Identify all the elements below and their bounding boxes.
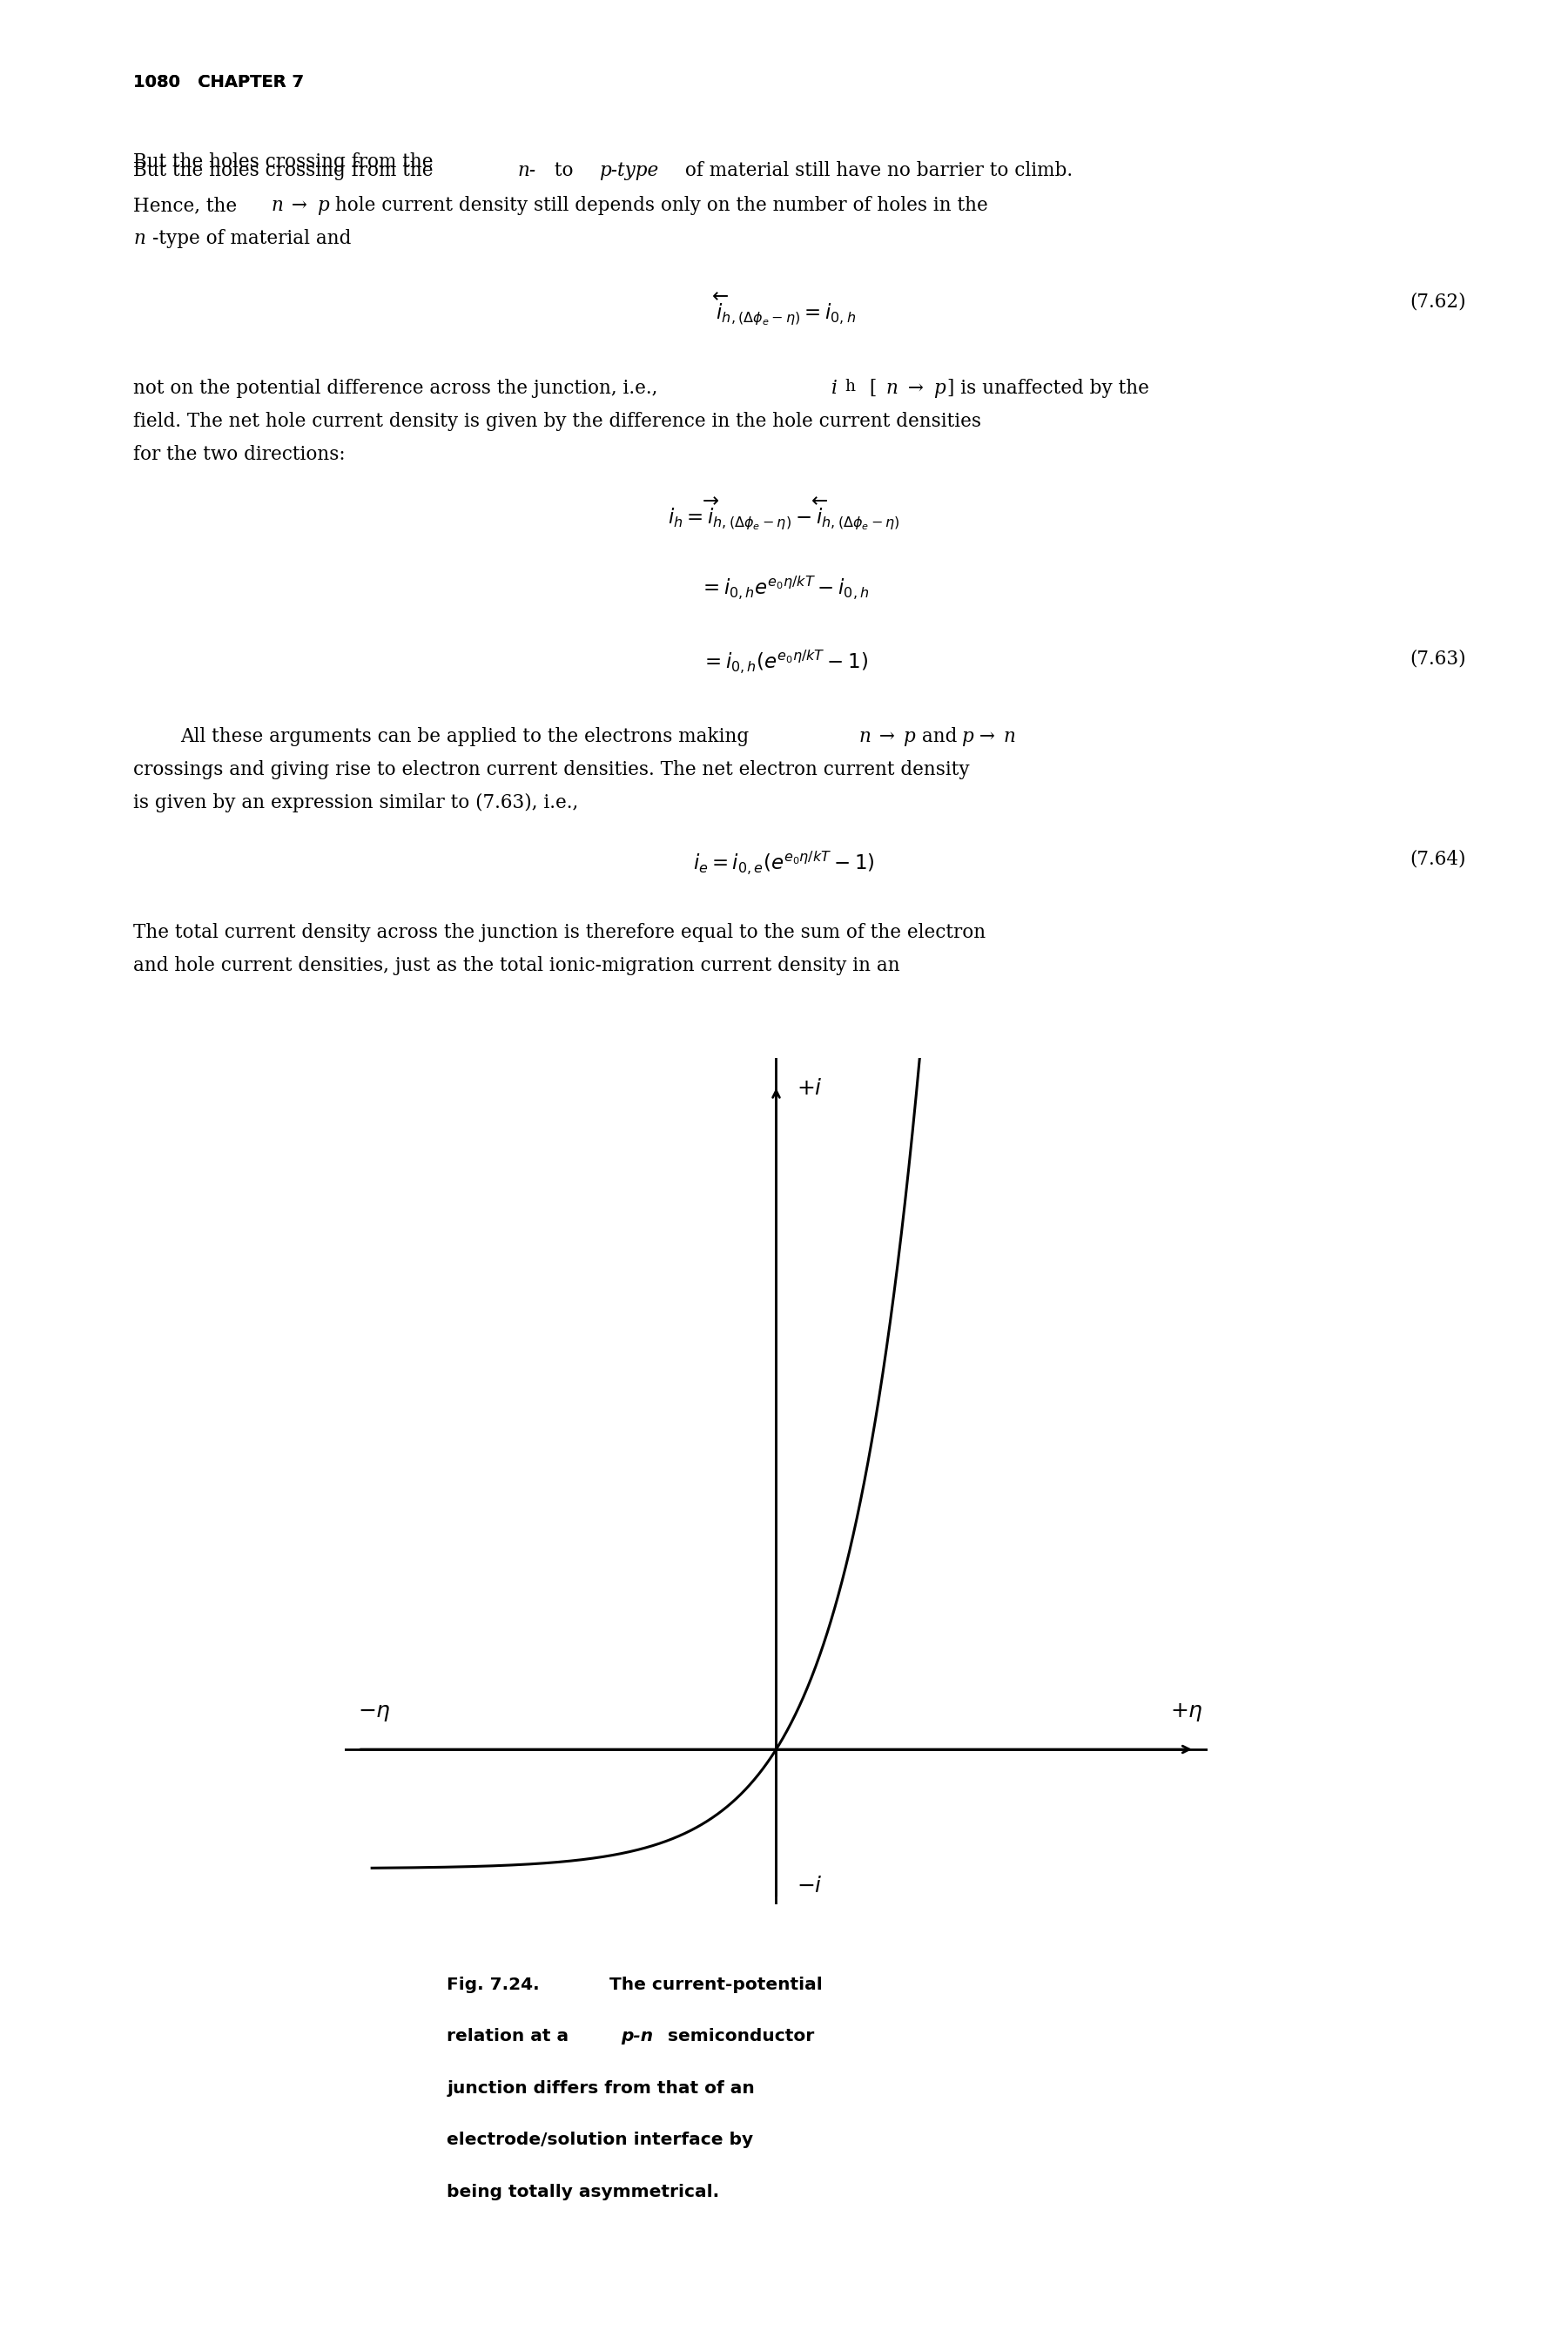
Text: →: → xyxy=(873,726,902,745)
Text: $+\eta$: $+\eta$ xyxy=(1170,1702,1203,1723)
Text: $i_e = i_{0,e}(e^{e_0\eta/kT} - 1)$: $i_e = i_{0,e}(e^{e_0\eta/kT} - 1)$ xyxy=(693,849,875,877)
Text: Fig. 7.24.: Fig. 7.24. xyxy=(447,1977,539,1994)
Text: for the two directions:: for the two directions: xyxy=(133,444,345,463)
Text: $-\eta$: $-\eta$ xyxy=(358,1702,390,1723)
Text: semiconductor: semiconductor xyxy=(662,2029,814,2045)
Text: p-n: p-n xyxy=(621,2029,654,2045)
Text: All these arguments can be applied to the electrons making: All these arguments can be applied to th… xyxy=(180,726,756,745)
Text: $+i$: $+i$ xyxy=(797,1079,822,1098)
Text: to: to xyxy=(549,162,580,181)
Text: being totally asymmetrical.: being totally asymmetrical. xyxy=(447,2184,720,2201)
Text: n: n xyxy=(886,379,898,397)
Text: relation at a: relation at a xyxy=(447,2029,575,2045)
Text: n: n xyxy=(859,726,872,745)
Text: $= i_{0,h}(e^{e_0\eta/kT} - 1)$: $= i_{0,h}(e^{e_0\eta/kT} - 1)$ xyxy=(701,649,867,677)
Text: (7.62): (7.62) xyxy=(1410,292,1466,310)
Text: Hence, the: Hence, the xyxy=(133,195,243,214)
Text: i: i xyxy=(831,379,837,397)
Text: p: p xyxy=(933,379,946,397)
Text: $-i$: $-i$ xyxy=(797,1876,822,1897)
Text: →: → xyxy=(974,726,1002,745)
Text: →: → xyxy=(902,379,930,397)
Text: p-type: p-type xyxy=(599,162,659,181)
Text: n: n xyxy=(271,195,284,214)
Text: The current-potential: The current-potential xyxy=(597,1977,823,1994)
Text: of material still have no barrier to climb.: of material still have no barrier to cli… xyxy=(679,162,1073,181)
Text: [: [ xyxy=(864,379,877,397)
Text: p: p xyxy=(317,195,329,214)
Text: 1080   CHAPTER 7: 1080 CHAPTER 7 xyxy=(133,73,304,92)
Text: n-: n- xyxy=(517,162,536,181)
Text: ] is unaffected by the: ] is unaffected by the xyxy=(947,379,1149,397)
Text: -type of material and: -type of material and xyxy=(152,228,351,249)
Text: But the holes crossing from the: But the holes crossing from the xyxy=(133,153,439,172)
Text: and: and xyxy=(916,726,963,745)
Text: n: n xyxy=(1004,726,1016,745)
Text: h: h xyxy=(845,379,856,395)
Text: $\overleftarrow{i}_{h,(\Delta\phi_e-\eta)} = i_{0,h}$: $\overleftarrow{i}_{h,(\Delta\phi_e-\eta… xyxy=(712,292,856,327)
Text: (7.63): (7.63) xyxy=(1410,649,1466,668)
Text: (7.64): (7.64) xyxy=(1410,849,1466,868)
Text: But the holes crossing from the: But the holes crossing from the xyxy=(133,162,439,181)
Text: electrode/solution interface by: electrode/solution interface by xyxy=(447,2132,754,2149)
Text: is given by an expression similar to (7.63), i.e.,: is given by an expression similar to (7.… xyxy=(133,792,579,813)
Text: p: p xyxy=(961,726,974,745)
Text: n: n xyxy=(133,228,146,249)
Text: 1080   CHAPTER 7: 1080 CHAPTER 7 xyxy=(133,73,304,92)
Text: $= i_{0,h}e^{e_0\eta/kT} - i_{0,h}$: $= i_{0,h}e^{e_0\eta/kT} - i_{0,h}$ xyxy=(699,574,869,602)
Text: The total current density across the junction is therefore equal to the sum of t: The total current density across the jun… xyxy=(133,924,986,943)
Text: p: p xyxy=(903,726,916,745)
Text: field. The net hole current density is given by the difference in the hole curre: field. The net hole current density is g… xyxy=(133,411,982,430)
Text: not on the potential difference across the junction, i.e.,: not on the potential difference across t… xyxy=(133,379,663,397)
Text: and hole current densities, just as the total ionic-migration current density in: and hole current densities, just as the … xyxy=(133,957,900,976)
Text: →: → xyxy=(285,195,307,214)
Text: hole current density still depends only on the number of holes in the: hole current density still depends only … xyxy=(329,195,988,214)
Text: $i_h = \overrightarrow{i}_{h,(\Delta\phi_e-\eta)} - \overleftarrow{i}_{h,(\Delta: $i_h = \overrightarrow{i}_{h,(\Delta\phi… xyxy=(668,496,900,531)
Text: junction differs from that of an: junction differs from that of an xyxy=(447,2081,754,2097)
Text: crossings and giving rise to electron current densities. The net electron curren: crossings and giving rise to electron cu… xyxy=(133,759,969,778)
